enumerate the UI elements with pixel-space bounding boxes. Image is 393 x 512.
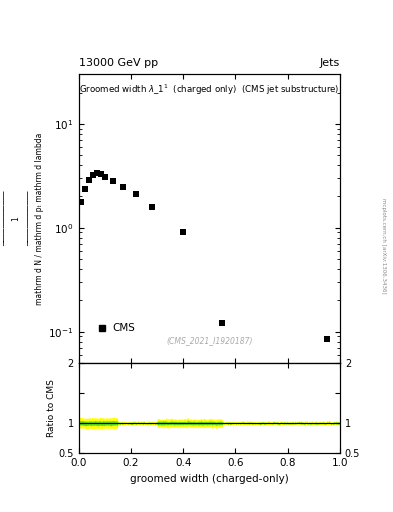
Y-axis label: mathrm d²N
────────────
1
────────────
mathrm d N / mathrm d pₜ mathrm d lambda: mathrm d²N ──────────── 1 ──────────── m…	[0, 133, 44, 305]
Text: Groomed width $\lambda$_1$^1$  (charged only)  (CMS jet substructure): Groomed width $\lambda$_1$^1$ (charged o…	[79, 83, 340, 97]
Text: (CMS_2021_I1920187): (CMS_2021_I1920187)	[166, 336, 253, 346]
Text: Jets: Jets	[320, 57, 340, 68]
X-axis label: groomed width (charged-only): groomed width (charged-only)	[130, 474, 288, 483]
Y-axis label: Ratio to CMS: Ratio to CMS	[47, 379, 55, 437]
Text: mcplots.cern.ch [arXiv:1306.3436]: mcplots.cern.ch [arXiv:1306.3436]	[381, 198, 386, 293]
Text: CMS: CMS	[112, 323, 136, 333]
Text: 13000 GeV pp: 13000 GeV pp	[79, 57, 158, 68]
